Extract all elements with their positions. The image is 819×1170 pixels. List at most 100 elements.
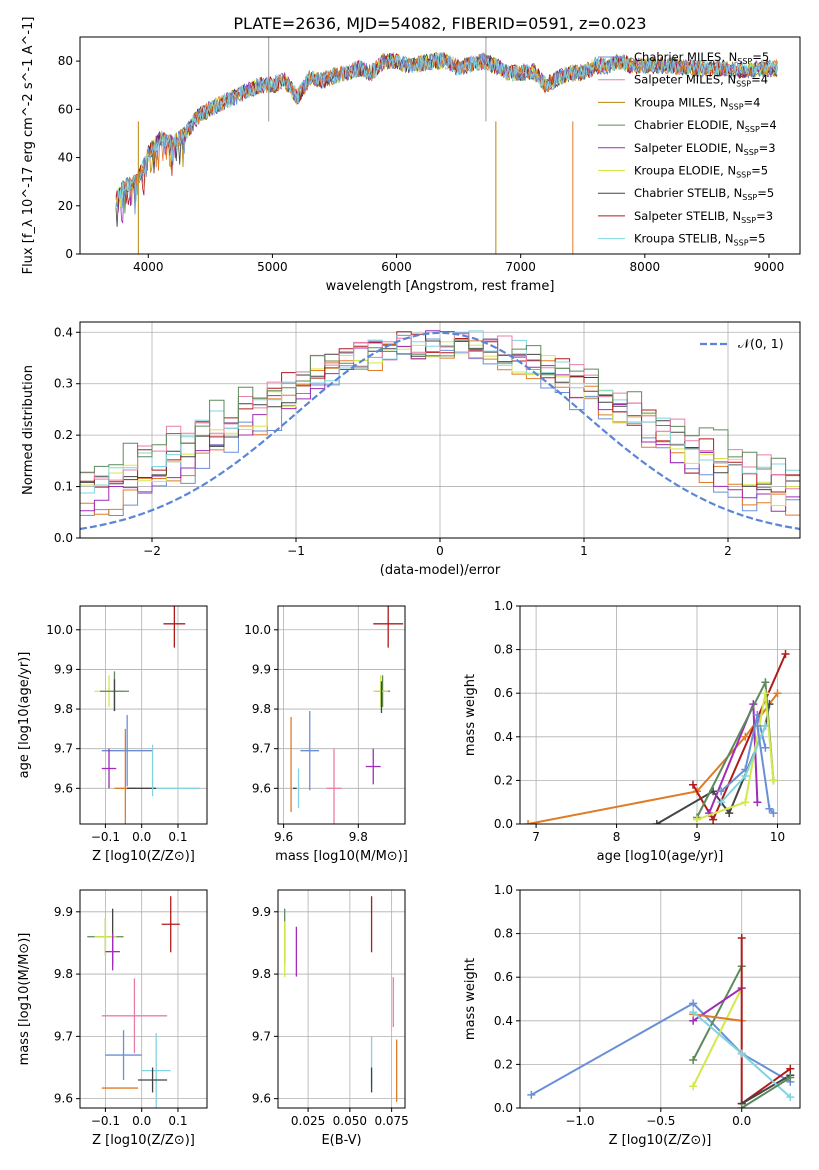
mass-vs-metallicity-panel: −0.1 0.0 0.1 9.6 9.7 9.8 9.9 Z [log10(Z/Z⊙)] mas… (17, 889, 208, 1148)
y-tick-label: 0 (65, 247, 73, 261)
y-tick-label: 0.3 (54, 377, 73, 391)
residuals-panel: −2 −1 0 1 2 0.0 0.1 0.2 0.3 0.4 (data-model)/error… (21, 321, 801, 578)
weight-marker (689, 1008, 698, 1017)
y-tick-label: 10.0 (244, 623, 271, 637)
x-tick-label: 0.1 (168, 1114, 187, 1128)
y-tick-label: 9.8 (252, 702, 271, 716)
weight-marker (753, 711, 762, 719)
y-tick-label: 9.7 (54, 1029, 73, 1043)
x-tick-label: 7000 (505, 260, 536, 274)
legend-label: Salpeter MILES, NSSP=4 (634, 73, 768, 89)
y-tick-label: 0.0 (494, 1101, 513, 1115)
y-tick-label: 0.8 (494, 927, 513, 941)
weight-marker (786, 1073, 795, 1082)
residual-histogram (80, 338, 800, 477)
plot-marks (290, 606, 404, 824)
y-tick-label: 9.7 (252, 742, 271, 756)
plot-marks (527, 933, 795, 1108)
y-tick-label: 1.0 (494, 599, 513, 613)
axes-frame (519, 605, 801, 825)
y-axis-label: mass weight (463, 674, 478, 756)
weight-marker (761, 689, 770, 698)
x-tick-label: 0 (436, 544, 444, 558)
x-tick-label: 9000 (754, 260, 785, 274)
x-tick-label: 10 (770, 830, 785, 844)
x-axis-label: Z [log10(Z/Z⊙)] (92, 849, 195, 864)
plot-marks (115, 37, 778, 254)
x-axis-label: Z [log10(Z/Z⊙)] (609, 1133, 712, 1148)
x-tick-label: 6000 (381, 260, 412, 274)
x-tick-label: −2 (143, 544, 161, 558)
y-tick-label: 0.8 (494, 643, 513, 657)
y-tick-label: 0.4 (494, 1014, 513, 1028)
residual-histogram (80, 335, 800, 487)
x-axis-label: mass [log10(M/M⊙)] (275, 849, 408, 864)
weight-marker (741, 772, 750, 781)
y-tick-label: 20 (58, 199, 73, 213)
legend-label: Chabrier MILES, NSSP=5 (634, 50, 769, 66)
x-tick-label: 1 (580, 544, 588, 558)
y-axis-label: mass [log10(M/M⊙)] (17, 933, 32, 1066)
x-axis-label: Z [log10(Z/Z⊙)] (92, 1133, 195, 1148)
plot-area (278, 606, 405, 824)
weight-marker (737, 933, 746, 942)
plot-marks (284, 896, 398, 1102)
legend-label: Salpeter ELODIE, NSSP=3 (634, 141, 776, 157)
y-tick-label: 0.4 (494, 730, 513, 744)
residual-histogram (80, 333, 800, 490)
y-tick-label: 60 (58, 102, 73, 116)
weight-marker (753, 721, 762, 730)
axes-frame (79, 889, 208, 1109)
x-tick-label: 0.050 (333, 1114, 367, 1128)
y-tick-label: 40 (58, 151, 73, 165)
y-tick-label: 9.9 (252, 905, 271, 919)
weight-marker (689, 999, 698, 1008)
weight-marker (717, 787, 726, 796)
weight-marker (693, 815, 702, 824)
y-tick-label: 9.9 (54, 662, 73, 676)
weight-marker (524, 820, 533, 824)
weight-marker (753, 798, 762, 807)
y-tick-label: 0.6 (494, 970, 513, 984)
weight-marker (769, 776, 778, 785)
y-tick-label: 9.7 (54, 742, 73, 756)
weight-line (693, 1013, 742, 1022)
spectrum-panel: 4000 5000 6000 7000 8000 9000 0 20 40 60 80 wavelen… (21, 17, 801, 294)
x-tick-label: −0.1 (91, 830, 120, 844)
axes-frame (519, 889, 801, 1109)
y-tick-label: 0.0 (54, 531, 73, 545)
x-tick-label: 9 (693, 830, 701, 844)
plot-area (520, 890, 800, 1108)
weight-marker (761, 721, 770, 730)
weight-line (692, 987, 743, 1087)
weight-marker (765, 804, 774, 813)
x-tick-label: −1.0 (565, 1114, 594, 1128)
legend-label: Kroupa ELODIE, NSSP=5 (634, 164, 768, 180)
y-tick-label: 0.2 (494, 773, 513, 787)
y-tick-label: 9.9 (54, 905, 73, 919)
legend-label: 𝒩(0, 1) (738, 336, 784, 351)
y-tick-label: 9.6 (54, 1092, 73, 1106)
plot-area (80, 890, 207, 1108)
axes-frame (79, 36, 801, 255)
residual-histogram (80, 330, 800, 512)
axes-frame (277, 889, 406, 1109)
y-axis-label: Flux [f_λ 10^-17 erg cm^-2 s^-1 A^-1] (21, 17, 36, 275)
weight-line (696, 693, 775, 821)
plot-marks (80, 330, 800, 531)
y-axis-label: age [log10(age/yr)] (17, 652, 32, 779)
figure-title: PLATE=2636, MJD=54082, FIBERID=0591, z=0… (233, 14, 646, 33)
legend-label: Chabrier ELODIE, NSSP=4 (634, 118, 777, 134)
plot-marks (524, 649, 790, 824)
y-tick-label: 0.0 (494, 817, 513, 831)
y-axis-label: Normed distribution (21, 365, 36, 495)
y-tick-label: 9.8 (54, 967, 73, 981)
y-tick-label: 9.6 (252, 1092, 271, 1106)
x-tick-label: 8 (613, 830, 621, 844)
plot-marks (94, 606, 200, 824)
x-tick-label: 7 (532, 830, 540, 844)
y-tick-label: 10.0 (46, 623, 73, 637)
weight-marker (689, 1056, 698, 1065)
spectrum-model-line (115, 52, 778, 210)
weight-marker (689, 1082, 698, 1091)
